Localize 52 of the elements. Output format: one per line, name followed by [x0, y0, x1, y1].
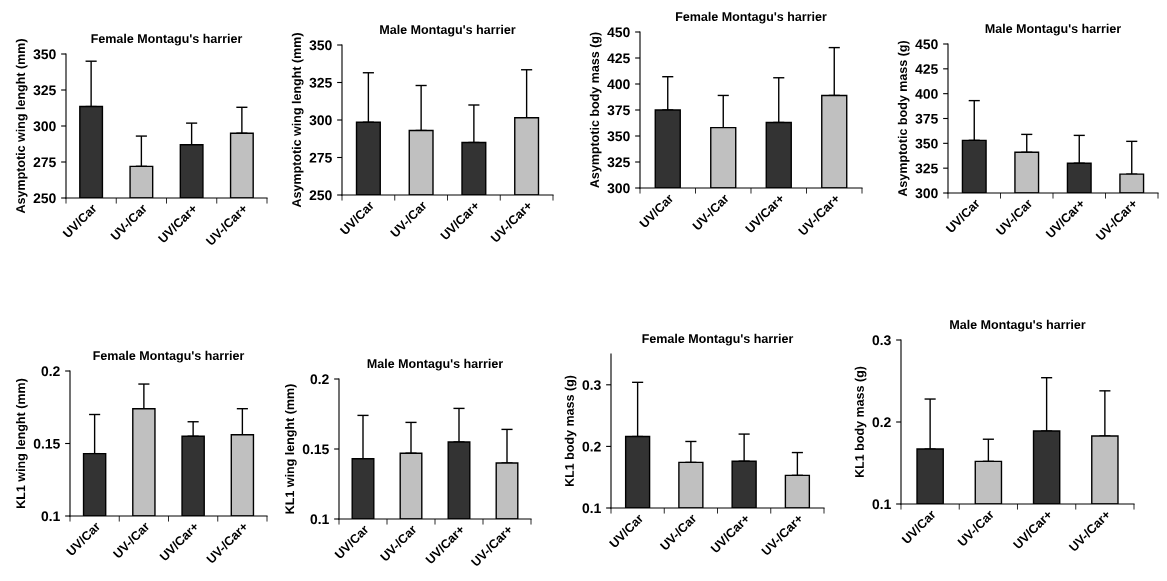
y-tick-label: 350 [915, 138, 938, 149]
chart-title: Female Montagu's harrier [91, 33, 243, 46]
y-tick-label: 0.1 [872, 499, 891, 510]
y-tick-label: 350 [33, 49, 56, 60]
y-tick-label: 275 [33, 157, 56, 168]
y-tick-label: 400 [915, 89, 938, 99]
chart-title: Male Montagu's harrier [380, 24, 516, 37]
y-tick-label: 300 [309, 115, 332, 126]
y-tick-label: 0.15 [302, 444, 329, 455]
y-tick-label: 0.2 [582, 441, 601, 452]
y-tick-label: 325 [309, 77, 332, 88]
y-tick-label: 0.1 [582, 503, 601, 514]
y-axis-title: Asymptotic wing lenght (mm) [15, 39, 28, 214]
y-axis-title: KL1 body mass (g) [564, 375, 577, 487]
y-tick-label: 0.3 [582, 380, 601, 390]
y-axis-title: Asymptotic body mass (g) [589, 32, 602, 188]
y-tick-label: 450 [915, 39, 938, 50]
y-tick-label: 375 [915, 113, 938, 124]
chart-title: Male Montagu's harrier [985, 23, 1121, 36]
y-tick-label: 0.2 [310, 374, 329, 385]
y-tick-label: 350 [309, 40, 332, 51]
y-tick-label: 425 [915, 64, 938, 74]
chart-title: Female Montagu's harrier [642, 333, 794, 346]
y-tick-label: 300 [915, 188, 938, 199]
y-tick-label: 0.1 [310, 514, 329, 525]
chart-title: Female Montagu's harrier [676, 11, 827, 24]
y-axis-title: KL1 wing lenght (mm) [15, 378, 28, 508]
y-axis-title: KL1 wing lenght (mm) [284, 384, 297, 514]
y-tick-label: 325 [33, 85, 56, 96]
y-tick-label: 350 [607, 131, 630, 142]
y-tick-label: 325 [607, 157, 630, 168]
y-tick-label: 325 [915, 163, 938, 174]
y-tick-label: 250 [33, 193, 56, 204]
y-axis-title: Asymptotic wing lenght (mm) [291, 33, 304, 208]
y-tick-label: 0.2 [872, 417, 891, 428]
y-tick-label: 0.15 [33, 438, 60, 449]
y-tick-label: 300 [33, 121, 56, 132]
y-axis-title: KL1 body mass (g) [854, 366, 867, 478]
chart-title: Male Montagu's harrier [367, 358, 503, 371]
chart-title: Female Montagu's harrier [93, 350, 245, 363]
y-tick-label: 300 [607, 183, 630, 194]
chart-title: Male Montagu's harrier [950, 319, 1086, 332]
y-tick-label: 275 [309, 152, 332, 163]
y-tick-label: 250 [309, 190, 332, 201]
y-tick-label: 425 [607, 53, 630, 64]
y-tick-label: 0.3 [872, 335, 891, 346]
y-tick-label: 400 [607, 79, 630, 90]
y-tick-label: 0.1 [41, 511, 60, 522]
y-axis-title: Asymptotic body mass (g) [897, 40, 910, 197]
y-tick-label: 450 [607, 27, 630, 38]
y-tick-label: 0.2 [41, 366, 60, 377]
y-tick-label: 375 [607, 105, 630, 116]
